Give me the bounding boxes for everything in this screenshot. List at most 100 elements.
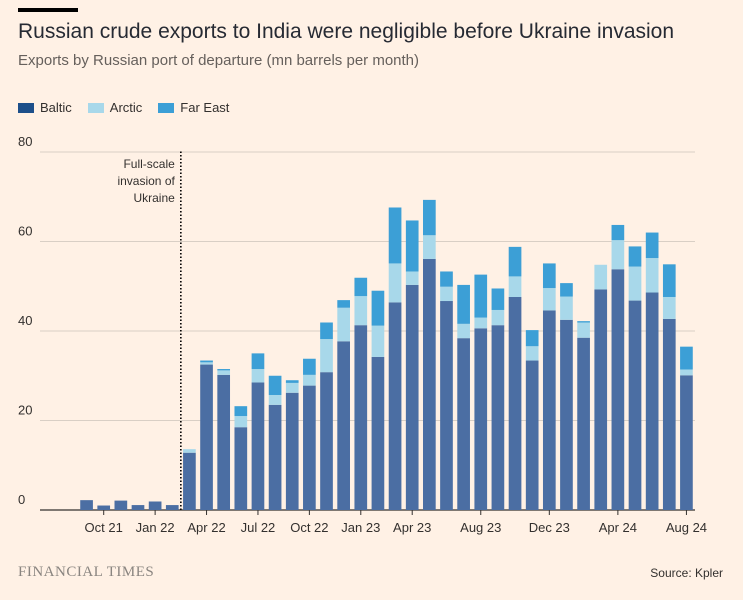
bar-segment-far-east [560,283,573,297]
bar-segment-far-east [474,274,488,318]
bar-segment-arctic [405,271,419,285]
x-tick-label: Aug 24 [666,520,707,535]
bar-segment-baltic [560,319,573,510]
bar-segment-baltic [577,337,590,510]
x-tick-label: Aug 23 [460,520,501,535]
bar-segment-arctic [525,346,539,361]
bar-segment-baltic [97,505,111,510]
bar-segment-baltic [611,269,625,510]
bar-segment-baltic [680,375,693,510]
bar-segment-far-east [680,346,693,370]
legend-label-arctic: Arctic [109,100,143,115]
bar-segment-baltic [268,404,282,510]
x-tick-label: Jan 23 [341,520,380,535]
bar-segment-far-east [577,321,590,323]
bar-segment-arctic [268,394,282,405]
chart-title: Russian crude exports to India were negl… [18,20,675,43]
x-tick-label: Apr 22 [187,520,225,535]
bar-segment-baltic [457,338,470,510]
bar-segment-far-east [251,353,265,370]
bar-segment-far-east [405,220,419,272]
bar-segment-baltic [234,427,248,510]
invasion-annotation-line: Ukraine [133,191,175,205]
bar-segment-arctic [560,296,573,320]
bar-segment-baltic [251,382,265,510]
bar-segment-baltic [440,301,453,510]
bar-segment-baltic [183,452,196,510]
bar-segment-arctic [645,258,659,293]
bar-segment-baltic [320,372,333,510]
bar-segment-baltic [337,341,350,510]
bar-segment-baltic [594,289,608,510]
y-tick-label: 80 [18,134,32,149]
legend-label-far-east: Far East [180,100,230,115]
bar-segment-arctic [542,288,556,311]
legend-item-far-east: Far East [158,100,229,115]
y-tick-label: 20 [18,403,32,418]
y-tick-label: 0 [18,492,25,507]
bar-segment-arctic [508,276,522,297]
ft-brand-logo: FINANCIAL TIMES [18,564,155,580]
bar-segment-baltic [662,318,676,510]
bar-segment-arctic [217,370,231,375]
bar-segment-arctic [320,339,333,373]
bar-segment-far-east [542,263,556,289]
legend-item-baltic: Baltic [18,100,72,115]
bar-segment-far-east [440,271,453,287]
bar-segment-far-east [320,322,333,340]
bar-segment-far-east [491,288,505,310]
invasion-annotation-line: invasion of [117,174,175,188]
bar-segment-far-east [388,207,402,264]
bar-segment-arctic [371,325,385,357]
bar-segment-baltic [80,500,93,510]
bar-segment-far-east [457,284,470,324]
x-tick-label: Apr 23 [393,520,431,535]
source-note: Source: Kpler [650,566,723,580]
legend-swatch-arctic [87,102,104,113]
bar-segment-arctic [200,362,213,365]
bar-segment-arctic [457,323,470,339]
bar-segment-baltic [354,325,368,510]
bar-segment-baltic [628,300,642,510]
invasion-annotation-line: Full-scale [123,157,175,171]
bar-segment-arctic [594,264,608,290]
legend: Baltic Arctic Far East [18,100,229,115]
x-tick-label: Jan 22 [136,520,175,535]
chart-subtitle: Exports by Russian port of departure (mn… [18,52,420,69]
bar-segment-far-east [354,277,368,297]
brand-top-bar [18,8,78,12]
x-tick-label: Oct 21 [85,520,123,535]
bar-segment-far-east [234,406,248,417]
x-tick-label: Oct 22 [290,520,328,535]
bar-segment-baltic [525,360,539,510]
bar-segment-baltic [200,364,213,510]
bar-segment-far-east [423,199,436,236]
bar-segment-baltic [508,296,522,510]
bar-segment-baltic [131,505,145,510]
bar-segment-far-east [200,360,213,363]
bar-segment-baltic [371,356,385,510]
bar-segment-arctic [234,416,248,428]
bar-segment-arctic [423,235,436,259]
bar-segment-arctic [577,322,590,338]
x-tick-label: Apr 24 [599,520,637,535]
bar-segment-far-east [371,290,385,326]
y-tick-label: 40 [18,313,32,328]
bar-segment-far-east [525,330,539,347]
bar-segment-far-east [285,380,299,383]
bar-segment-arctic [337,307,350,342]
bar-segment-baltic [148,501,162,510]
bar-segment-baltic [388,302,402,510]
y-tick-label: 60 [18,224,32,239]
bar-segment-baltic [491,325,505,510]
bar-segment-far-east [217,369,231,371]
bar-segment-arctic [183,449,196,453]
bar-segment-baltic [423,258,436,510]
bar-segment-arctic [303,374,316,386]
bar-segment-far-east [611,224,625,241]
bar-segment-baltic [303,385,316,510]
legend-label-baltic: Baltic [40,100,72,115]
bar-segment-arctic [285,382,299,393]
bar-segment-arctic [611,240,625,270]
